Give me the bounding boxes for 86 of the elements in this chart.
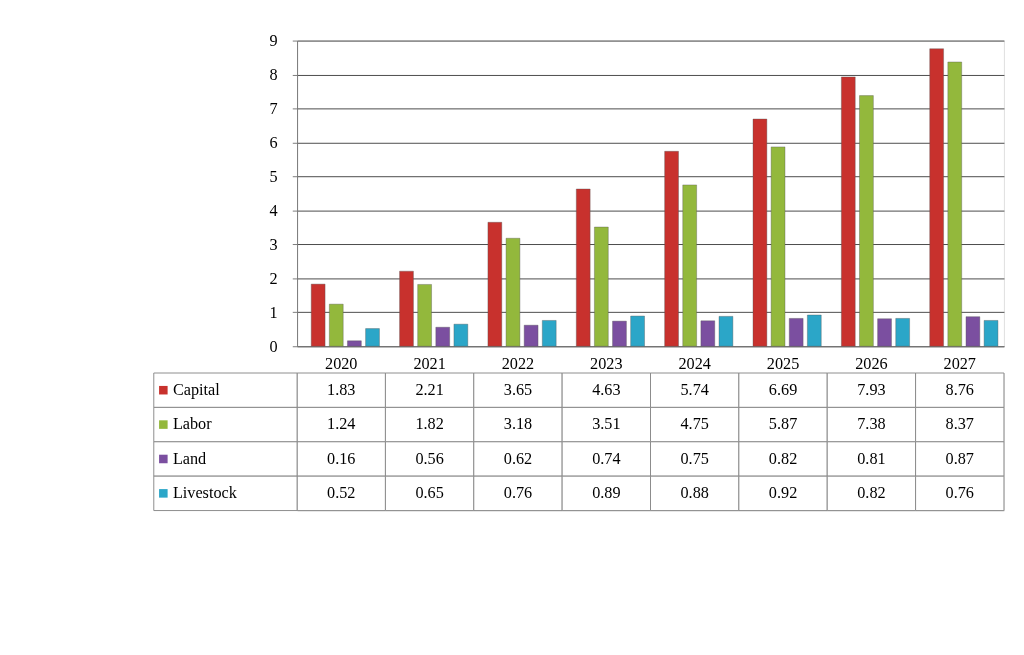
bar: [895, 318, 910, 347]
data-label: 0.16: [327, 449, 356, 468]
x-tick-label: 2025: [766, 354, 800, 373]
data-label: 0.82: [857, 484, 886, 503]
data-label: 0.56: [415, 449, 444, 468]
bar: [523, 325, 539, 347]
data-label: 0.52: [327, 484, 356, 503]
y-tick-label: 9: [269, 31, 278, 50]
x-tick-label: 2024: [678, 354, 711, 373]
x-tick-label: 2023: [590, 354, 623, 373]
y-tick-label: 2: [269, 269, 278, 288]
bar: [311, 283, 326, 347]
legend-label: Land: [172, 449, 207, 468]
data-label: 0.74: [592, 449, 621, 468]
data-label: 8.37: [945, 415, 974, 434]
data-label: 3.18: [503, 415, 533, 434]
bar: [453, 323, 468, 347]
bar: [594, 226, 609, 347]
data-label: 6.69: [768, 380, 798, 399]
bar: [612, 320, 627, 347]
data-label: 0.87: [945, 449, 974, 468]
data-label: 0.88: [680, 484, 709, 503]
data-label: 0.89: [592, 484, 621, 503]
bar: [365, 328, 380, 347]
data-label: 7.93: [857, 380, 886, 399]
bar: [576, 188, 591, 347]
y-tick-label: 6: [269, 133, 278, 152]
bar: [718, 316, 734, 347]
data-label: 5.87: [768, 415, 798, 434]
data-label: 2.21: [415, 380, 444, 399]
data-label: 4.63: [592, 380, 621, 399]
bar: [682, 184, 697, 347]
data-label: 0.75: [680, 449, 709, 468]
data-label: 0.65: [415, 484, 444, 503]
y-tick-label: 1: [269, 303, 278, 322]
data-label: 7.38: [857, 415, 886, 434]
bar: [877, 318, 892, 347]
bar: [329, 303, 344, 347]
bar: [859, 95, 874, 347]
bar: [505, 238, 521, 347]
legend-label: Labor: [172, 415, 213, 434]
y-tick-label: 5: [269, 167, 278, 186]
bar: [417, 284, 432, 347]
data-label: 3.65: [503, 380, 533, 399]
data-label: 1.24: [327, 415, 356, 434]
data-label: 0.62: [503, 449, 533, 468]
bar: [947, 61, 962, 347]
x-tick-label: 2026: [855, 354, 888, 373]
bar: [983, 320, 999, 347]
data-label: 1.82: [415, 415, 444, 434]
bar: [664, 151, 679, 347]
data-label: 8.76: [945, 380, 974, 399]
x-tick-label: 2021: [413, 354, 446, 373]
y-tick-label: 7: [269, 99, 278, 118]
bar: [789, 318, 804, 347]
y-tick-label: 8: [269, 65, 278, 84]
data-label: 4.75: [680, 415, 709, 434]
data-label: 0.81: [857, 449, 886, 468]
bar: [399, 271, 414, 347]
bar: [929, 48, 944, 347]
bar: [435, 327, 450, 347]
y-tick-label: 4: [269, 201, 278, 220]
bar: [347, 340, 362, 347]
bar: [487, 222, 502, 347]
x-tick-label: 2022: [501, 354, 535, 373]
legend-label: Livestock: [172, 484, 238, 503]
y-tick-label: 0: [269, 337, 278, 356]
x-tick-label: 2020: [325, 354, 358, 373]
data-label: 0.82: [768, 449, 798, 468]
bar: [770, 146, 786, 347]
bar: [700, 320, 715, 347]
bar: [965, 316, 981, 347]
bar: [630, 315, 645, 347]
data-label: 1.83: [327, 380, 356, 399]
bar: [841, 76, 856, 347]
legend-label: Capital: [172, 380, 221, 399]
data-label: 3.51: [592, 415, 621, 434]
bar: [807, 314, 822, 347]
data-label: 0.76: [945, 484, 974, 503]
x-tick-label: 2027: [943, 354, 976, 373]
bar: [752, 118, 768, 347]
y-tick-label: 3: [269, 235, 278, 254]
data-label: 0.92: [768, 484, 798, 503]
data-label: 5.74: [680, 380, 709, 399]
data-label: 0.76: [503, 484, 533, 503]
bar: [542, 320, 557, 347]
